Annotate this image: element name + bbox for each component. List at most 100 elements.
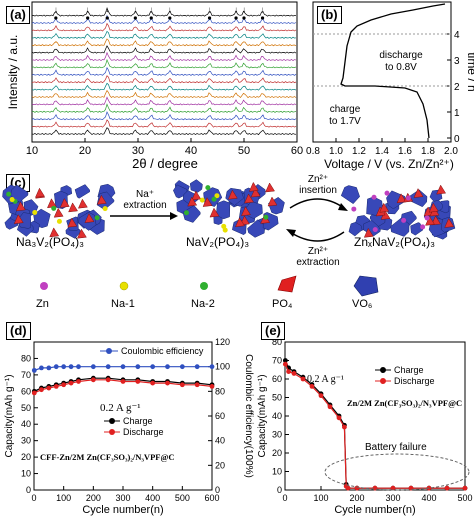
x-tick-label: 100: [56, 493, 71, 503]
struct2-formula: NaV₂(PO₄)₃: [186, 235, 250, 249]
series-point: [39, 365, 44, 371]
xrd-peak-dot: [54, 16, 58, 20]
xrd-curve: [31, 58, 297, 69]
y-tick-label: 80: [272, 337, 282, 347]
series-point: [194, 382, 200, 388]
po4-tetrahedron: [267, 196, 278, 207]
d-series: [31, 364, 215, 396]
po4-tetrahedron: [241, 206, 251, 216]
structures-svg: Na⁺ extraction Zn²⁺ insertion Zn²⁺ extra…: [2, 174, 456, 297]
arrow-zn-insertion: [289, 198, 345, 209]
structure-nav2po43: [173, 179, 285, 238]
xrd-x-tick-label: 50: [238, 145, 250, 157]
structure-na3v2po43: [2, 183, 116, 239]
svg-text:extraction: extraction: [123, 200, 166, 211]
series-point: [309, 384, 315, 389]
series-point: [90, 364, 96, 370]
series-point: [68, 364, 74, 370]
e-legend-discharge: Discharge: [394, 376, 435, 386]
y-tick-label: 0: [26, 485, 31, 495]
ion-atom: [401, 217, 407, 223]
series-point: [444, 485, 450, 491]
xrd-y-label: Intensity / a.u.: [6, 35, 20, 110]
po4-tetrahedron: [68, 202, 78, 213]
panel-a-xrd: ↓ ↓ ↓ ↓ ↓ ↓ ↓ ↓ ↓ ↓ 10 20 30 40 50 60 Intensity / a.u.…: [0, 0, 305, 172]
xrd-curve: [31, 82, 297, 91]
ion-atom: [384, 190, 390, 196]
voltage-curve: [340, 3, 446, 139]
legend-na1-label: Na-1: [111, 298, 135, 310]
legend-po4-label: PO₄: [272, 298, 293, 310]
charge-annotation-2: to 1.7V: [329, 116, 361, 127]
xrd-frame: [31, 1, 298, 143]
ion-atom: [102, 206, 108, 212]
po4-tetrahedron: [363, 227, 374, 238]
e-annotation: Battery failure: [365, 442, 427, 453]
x-tick-label: 500: [457, 493, 472, 503]
voltage-x-tick-label: 1.4: [375, 146, 389, 157]
y2-tick-label: 120: [215, 337, 230, 347]
series-point: [194, 364, 200, 370]
series-point: [76, 379, 81, 384]
po4-tetrahedron: [35, 187, 45, 198]
y-tick-label: 30: [21, 436, 31, 446]
legend-vo6-label: VO₆: [352, 298, 373, 310]
series-point: [31, 367, 37, 373]
series-point: [209, 384, 215, 389]
ion-atom: [420, 224, 426, 230]
po4-tetrahedron: [202, 197, 213, 207]
voltage-y-tick-label: 0: [454, 134, 460, 145]
y-tick-label: 50: [272, 393, 282, 403]
y-tick-label: 10: [21, 469, 31, 479]
y-tick-label: 60: [272, 374, 282, 384]
x-tick-label: 400: [421, 493, 436, 503]
xrd-peak-dot: [168, 16, 172, 20]
voltage-ticks: 0.8 1.0 1.2 1.4 1.6 1.8 2.00 1 2 3 4: [306, 30, 460, 157]
x-tick-label: 300: [385, 493, 400, 503]
series-point: [135, 379, 141, 384]
ion-atom: [372, 227, 378, 233]
ion-atom: [199, 197, 205, 203]
series-point: [31, 390, 37, 396]
legend-na2-marker: [200, 282, 208, 290]
xrd-peak-arrow: ↓: [168, 5, 172, 14]
vo6-octahedron: [439, 200, 450, 214]
cycling-e-svg: 0 100 200 300 400 500 0 10 20 30 40 50 60 70 80 Capaci…: [257, 337, 473, 516]
series-line: [34, 377, 213, 392]
xrd-x-tick-label: 60: [291, 145, 303, 157]
series-point: [291, 371, 297, 376]
panel-e-cycling: 0 100 200 300 400 500 0 10 20 30 40 50 60 70 80 Capaci…: [255, 320, 474, 516]
xrd-curve: [31, 89, 297, 99]
po4-tetrahedron: [77, 198, 88, 209]
xrd-curve: [31, 45, 297, 54]
series-point: [165, 380, 170, 386]
y-tick-label: 40: [272, 411, 282, 421]
series-point: [61, 382, 67, 388]
voltage-y-tick-label: 1: [454, 108, 460, 119]
vo6-octahedron: [189, 179, 203, 193]
e-rate: 0.2 A g⁻¹: [307, 374, 344, 385]
y-tick-label: 20: [21, 452, 31, 462]
xrd-peak-markers: ↓ ↓ ↓ ↓ ↓ ↓ ↓ ↓ ↓ ↓: [54, 5, 265, 20]
xrd-peak-arrow: ↓: [208, 5, 212, 14]
xrd-curve: [31, 119, 297, 128]
x-tick-label: 200: [349, 493, 364, 503]
ion-atom: [222, 227, 228, 233]
y2-tick-label: 80: [215, 386, 225, 396]
y2-tick-label: 40: [215, 436, 225, 446]
y-tick-label: 0: [277, 485, 282, 495]
series-point: [105, 364, 111, 370]
po4-tetrahedron: [67, 217, 78, 228]
panel-b-voltage: 0.8 1.0 1.2 1.4 1.6 1.8 2.0 0 1 2 3 4 discharge to …: [305, 0, 474, 172]
series-point: [179, 382, 185, 388]
po4-tetrahedron: [187, 196, 198, 207]
battery-failure-ellipse: [324, 453, 470, 491]
e-x-label: Cycle number(n): [334, 504, 415, 516]
ion-atom: [405, 195, 411, 201]
series-point: [90, 377, 96, 383]
xrd-curve: [32, 7, 297, 17]
series-point: [150, 380, 156, 386]
xrd-x-tick-label: 40: [185, 145, 197, 157]
x-tick-label: 300: [115, 493, 130, 503]
cycling-d-svg: 0 100 200 300 400 500 600010203040506070800204…: [4, 337, 254, 516]
